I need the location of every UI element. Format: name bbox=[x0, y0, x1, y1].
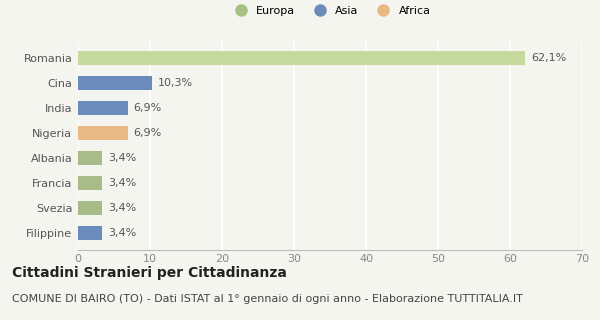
Bar bbox=[78, 76, 152, 90]
Text: 62,1%: 62,1% bbox=[531, 53, 566, 63]
Text: COMUNE DI BAIRO (TO) - Dati ISTAT al 1° gennaio di ogni anno - Elaborazione TUTT: COMUNE DI BAIRO (TO) - Dati ISTAT al 1° … bbox=[12, 294, 523, 304]
Legend: Europa, Asia, Africa: Europa, Asia, Africa bbox=[225, 1, 435, 20]
Text: 3,4%: 3,4% bbox=[108, 178, 136, 188]
Text: 3,4%: 3,4% bbox=[108, 203, 136, 213]
Text: Cittadini Stranieri per Cittadinanza: Cittadini Stranieri per Cittadinanza bbox=[12, 266, 287, 280]
Text: 6,9%: 6,9% bbox=[133, 103, 161, 113]
Text: 10,3%: 10,3% bbox=[158, 78, 193, 88]
Text: 6,9%: 6,9% bbox=[133, 128, 161, 138]
Bar bbox=[78, 51, 525, 65]
Bar bbox=[78, 226, 103, 240]
Bar bbox=[78, 126, 128, 140]
Bar bbox=[78, 151, 103, 165]
Bar bbox=[78, 101, 128, 115]
Bar bbox=[78, 201, 103, 215]
Bar bbox=[78, 176, 103, 190]
Text: 3,4%: 3,4% bbox=[108, 153, 136, 163]
Text: 3,4%: 3,4% bbox=[108, 228, 136, 238]
